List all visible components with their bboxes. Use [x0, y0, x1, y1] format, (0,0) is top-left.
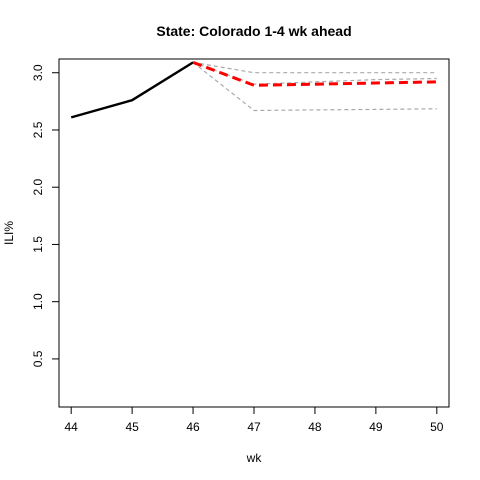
- y-axis-label: ILI%: [2, 221, 16, 245]
- series-line-forecast: [192, 60, 437, 87]
- x-tick-label: 50: [430, 420, 444, 434]
- series-line-upper-bound: [192, 61, 437, 74]
- series-layer: [70, 60, 437, 119]
- y-tick-label: 0.5: [31, 350, 45, 367]
- x-tick-label: 44: [65, 420, 79, 434]
- y-tick-label: 1.0: [31, 293, 45, 310]
- x-tick-label: 45: [125, 420, 139, 434]
- x-tick-label: 46: [186, 420, 200, 434]
- x-tick-label: 49: [369, 420, 383, 434]
- chart-title: State: Colorado 1-4 wk ahead: [156, 23, 351, 39]
- plot-frame: [58, 58, 450, 408]
- y-tick-label: 2.5: [31, 121, 45, 138]
- series-line-inner-bound: [192, 61, 437, 85]
- x-tick-label: 48: [308, 420, 322, 434]
- series-line-lower-bound: [192, 61, 437, 112]
- x-axis-label: wk: [246, 451, 263, 465]
- y-tick-label: 3.0: [31, 64, 45, 81]
- y-axis: 0.5 1.0 1.5 2.0 2.5 3.0: [31, 64, 60, 367]
- series-line-observed: [70, 61, 194, 119]
- y-tick-label: 1.5: [31, 236, 45, 253]
- x-axis: 44 45 46 47 48 49 50: [65, 406, 444, 434]
- y-tick-label: 2.0: [31, 179, 45, 196]
- x-tick-label: 47: [247, 420, 261, 434]
